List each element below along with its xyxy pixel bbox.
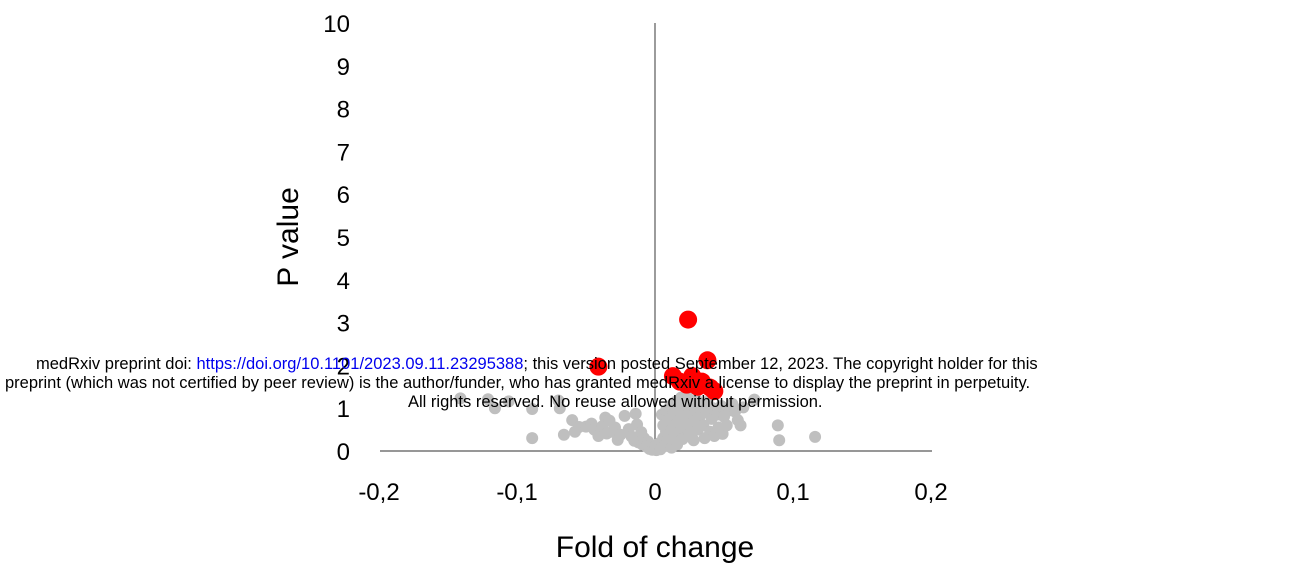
grey-data-point: [629, 407, 642, 420]
grey-data-point: [618, 409, 631, 422]
y-tick-label: 4: [337, 268, 350, 295]
y-tick-label: 10: [323, 11, 350, 38]
notice-line-3: All rights reserved. No reuse allowed wi…: [408, 393, 823, 411]
y-tick-label: 7: [337, 139, 350, 166]
y-tick-label: 1: [337, 396, 350, 423]
grey-data-point: [809, 430, 822, 443]
y-tick-label: 6: [337, 182, 350, 209]
notice-line-1: medRxiv preprint doi: https://doi.org/10…: [0, 355, 1298, 374]
x-tick-label: -0,1: [496, 479, 537, 506]
red-data-point: [679, 310, 698, 329]
red-data-point: [698, 351, 717, 370]
y-tick-label: 2: [337, 353, 350, 380]
red-data-point: [705, 382, 724, 401]
grey-data-point: [771, 419, 784, 432]
red-data-point: [589, 357, 608, 376]
notice-line-2: preprint (which was not certified by pee…: [5, 374, 1031, 392]
grey-data-point: [748, 393, 761, 406]
notice-line-1-prefix: medRxiv preprint doi:: [36, 355, 197, 373]
doi-link[interactable]: https://doi.org/10.1101/2023.09.11.23295…: [196, 355, 524, 373]
grey-data-point: [737, 401, 750, 414]
grey-data-point: [454, 392, 467, 405]
x-axis-title: Fold of change: [556, 531, 754, 564]
x-tick-label: 0: [648, 479, 661, 506]
data-points: [454, 310, 822, 457]
x-tick-label: 0,2: [914, 479, 947, 506]
grey-data-point: [482, 393, 495, 406]
y-tick-label: 8: [337, 97, 350, 124]
y-tick-label: 9: [337, 54, 350, 81]
notice-line-1-suffix: ; this version posted September 12, 2023…: [523, 355, 1038, 373]
y-tick-label: 0: [337, 439, 350, 466]
y-axis-ticks: 0 1 2 3 4 5 6 7 8 9 10: [323, 11, 350, 466]
y-axis-title: P value: [272, 187, 305, 287]
preprint-notice: medRxiv preprint doi: https://doi.org/10…: [0, 355, 1298, 412]
grey-data-point: [734, 419, 747, 432]
grey-data-point: [720, 419, 733, 432]
grey-data-point: [773, 434, 786, 447]
x-tick-label: 0,1: [776, 479, 809, 506]
x-tick-label: -0,2: [358, 479, 399, 506]
grey-data-point: [502, 395, 515, 408]
grey-data-point: [526, 403, 539, 416]
grey-data-point: [526, 432, 539, 445]
y-tick-label: 3: [337, 311, 350, 338]
grey-data-point: [557, 428, 570, 441]
x-axis-ticks: -0,2 -0,1 0 0,1 0,2: [358, 479, 947, 506]
y-tick-label: 5: [337, 225, 350, 252]
grey-data-point: [553, 402, 566, 415]
grey-data-point: [488, 402, 501, 415]
grey-data-point: [687, 434, 700, 447]
